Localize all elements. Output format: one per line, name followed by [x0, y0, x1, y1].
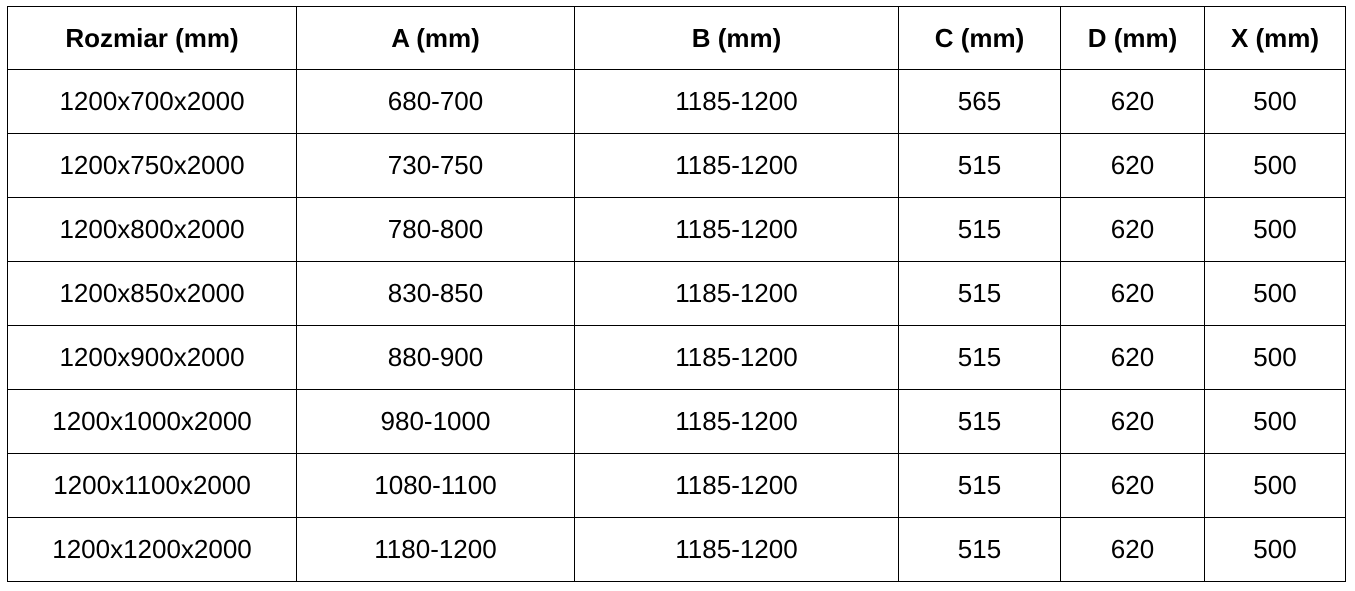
table-cell: 620 — [1060, 261, 1205, 326]
table-cell: 500 — [1204, 453, 1346, 518]
table-cell: 620 — [1060, 517, 1205, 582]
table-row: 1200x1000x2000 980-1000 1185-1200 515 620 500 — [7, 389, 1346, 454]
table-cell: 620 — [1060, 325, 1205, 390]
table-row: 1200x1200x2000 1180-1200 1185-1200 515 620 50… — [7, 517, 1346, 582]
column-header: A (mm) — [296, 6, 575, 70]
table-cell: 1185-1200 — [574, 69, 899, 134]
table-cell: 620 — [1060, 197, 1205, 262]
table-cell: 515 — [898, 197, 1061, 262]
table-cell: 515 — [898, 325, 1061, 390]
table-row: 1200x850x2000 830-850 1185-1200 515 620 500 — [7, 261, 1346, 326]
table-cell: 1200x900x2000 — [7, 325, 297, 390]
table-cell: 500 — [1204, 133, 1346, 198]
table-cell: 1185-1200 — [574, 517, 899, 582]
table-cell: 880-900 — [296, 325, 575, 390]
table-cell: 680-700 — [296, 69, 575, 134]
table-cell: 1200x800x2000 — [7, 197, 297, 262]
table-row: 1200x800x2000 780-800 1185-1200 515 620 500 — [7, 197, 1346, 262]
table-row: 1200x700x2000 680-700 1185-1200 565 620 500 — [7, 69, 1346, 134]
header-row: Rozmiar (mm) A (mm) B (mm) C (mm) D (mm) X (m… — [7, 6, 1346, 70]
table-cell: 1180-1200 — [296, 517, 575, 582]
table-cell: 1200x750x2000 — [7, 133, 297, 198]
dimensions-table: Rozmiar (mm) A (mm) B (mm) C (mm) D (mm) X (m… — [7, 6, 1346, 582]
table-cell: 780-800 — [296, 197, 575, 262]
table-cell: 515 — [898, 261, 1061, 326]
column-header: D (mm) — [1060, 6, 1205, 70]
table-cell: 1200x1000x2000 — [7, 389, 297, 454]
column-header: C (mm) — [898, 6, 1061, 70]
table-cell: 500 — [1204, 261, 1346, 326]
table-cell: 500 — [1204, 325, 1346, 390]
table-cell: 565 — [898, 69, 1061, 134]
table-row: 1200x900x2000 880-900 1185-1200 515 620 500 — [7, 325, 1346, 390]
table-cell: 500 — [1204, 197, 1346, 262]
table-cell: 1080-1100 — [296, 453, 575, 518]
table-cell: 830-850 — [296, 261, 575, 326]
table-cell: 980-1000 — [296, 389, 575, 454]
table-cell: 1185-1200 — [574, 261, 899, 326]
table-cell: 1185-1200 — [574, 389, 899, 454]
table-cell: 515 — [898, 517, 1061, 582]
table-cell: 620 — [1060, 69, 1205, 134]
column-header: B (mm) — [574, 6, 899, 70]
column-header: Rozmiar (mm) — [7, 6, 297, 70]
table-cell: 500 — [1204, 389, 1346, 454]
table-row: 1200x1100x2000 1080-1100 1185-1200 515 620 50… — [7, 453, 1346, 518]
table-cell: 1185-1200 — [574, 325, 899, 390]
table-row: 1200x750x2000 730-750 1185-1200 515 620 500 — [7, 133, 1346, 198]
table-cell: 1185-1200 — [574, 133, 899, 198]
column-header: X (mm) — [1204, 6, 1346, 70]
table-cell: 500 — [1204, 69, 1346, 134]
table-cell: 500 — [1204, 517, 1346, 582]
table-cell: 1185-1200 — [574, 453, 899, 518]
table-cell: 620 — [1060, 133, 1205, 198]
table-cell: 1200x1200x2000 — [7, 517, 297, 582]
table-cell: 1185-1200 — [574, 197, 899, 262]
table-cell: 1200x700x2000 — [7, 69, 297, 134]
table-cell: 1200x850x2000 — [7, 261, 297, 326]
table-cell: 730-750 — [296, 133, 575, 198]
table-cell: 1200x1100x2000 — [7, 453, 297, 518]
table-cell: 515 — [898, 389, 1061, 454]
table-cell: 620 — [1060, 389, 1205, 454]
table-cell: 515 — [898, 453, 1061, 518]
table-cell: 515 — [898, 133, 1061, 198]
table-cell: 620 — [1060, 453, 1205, 518]
